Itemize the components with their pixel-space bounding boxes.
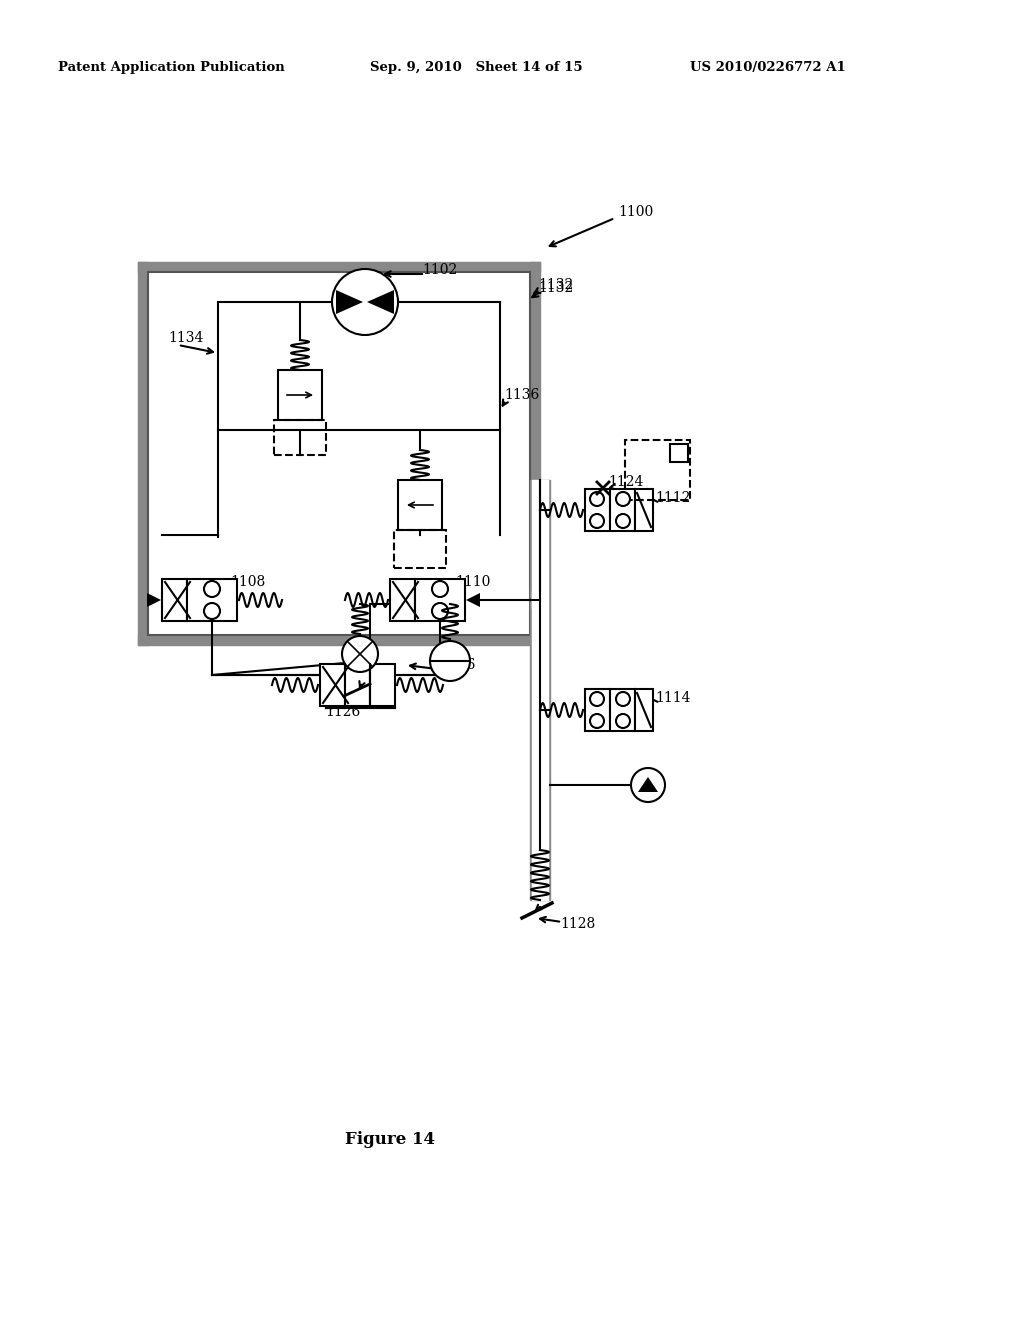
Bar	[585, 488, 610, 531]
Circle shape	[204, 603, 220, 619]
Text: 1102: 1102	[422, 263, 458, 277]
Circle shape	[590, 692, 604, 706]
Text: Figure 14: Figure 14	[345, 1131, 435, 1148]
Polygon shape	[466, 593, 480, 607]
Circle shape	[616, 513, 630, 528]
Circle shape	[616, 492, 630, 506]
Bar	[278, 370, 322, 420]
Text: 1112: 1112	[655, 491, 690, 506]
Bar	[610, 488, 635, 531]
Circle shape	[204, 581, 220, 597]
Text: 1132: 1132	[538, 279, 573, 292]
Circle shape	[432, 581, 449, 597]
Text: 1126: 1126	[325, 705, 360, 719]
Bar	[610, 689, 635, 731]
Bar	[635, 488, 653, 531]
Circle shape	[616, 714, 630, 729]
Polygon shape	[367, 290, 394, 314]
Text: Sep. 9, 2010   Sheet 14 of 15: Sep. 9, 2010 Sheet 14 of 15	[370, 62, 583, 74]
Bar	[370, 664, 395, 706]
Text: Patent Application Publication: Patent Application Publication	[58, 62, 285, 74]
Text: US 2010/0226772 A1: US 2010/0226772 A1	[690, 62, 846, 74]
Bar	[585, 689, 610, 731]
Bar	[415, 579, 465, 620]
Polygon shape	[336, 290, 362, 314]
Polygon shape	[147, 593, 161, 607]
Text: 1116: 1116	[440, 657, 475, 672]
Text: 1136: 1136	[504, 388, 540, 403]
Circle shape	[590, 513, 604, 528]
Circle shape	[616, 692, 630, 706]
Circle shape	[432, 603, 449, 619]
Bar	[319, 664, 345, 706]
Bar	[398, 480, 442, 531]
Circle shape	[430, 642, 470, 681]
Bar	[187, 579, 237, 620]
Bar	[635, 689, 653, 731]
Circle shape	[590, 714, 604, 729]
Text: 1108: 1108	[230, 576, 265, 589]
Text: 1132: 1132	[538, 281, 573, 294]
Circle shape	[342, 636, 378, 672]
Polygon shape	[638, 777, 658, 792]
Text: 1114: 1114	[655, 690, 690, 705]
Bar	[148, 272, 530, 635]
Circle shape	[590, 492, 604, 506]
Text: 1110: 1110	[455, 576, 490, 589]
Text: 1128: 1128	[560, 917, 595, 931]
Bar	[162, 579, 187, 620]
Text: 1124: 1124	[608, 475, 643, 488]
Text: 1100: 1100	[618, 205, 653, 219]
Bar	[394, 531, 446, 568]
Text: 1134: 1134	[168, 331, 204, 345]
Bar	[274, 420, 326, 455]
Bar	[625, 440, 690, 500]
Circle shape	[631, 768, 665, 803]
Circle shape	[332, 269, 398, 335]
Bar	[670, 444, 688, 462]
Bar	[390, 579, 415, 620]
Bar	[345, 664, 370, 706]
